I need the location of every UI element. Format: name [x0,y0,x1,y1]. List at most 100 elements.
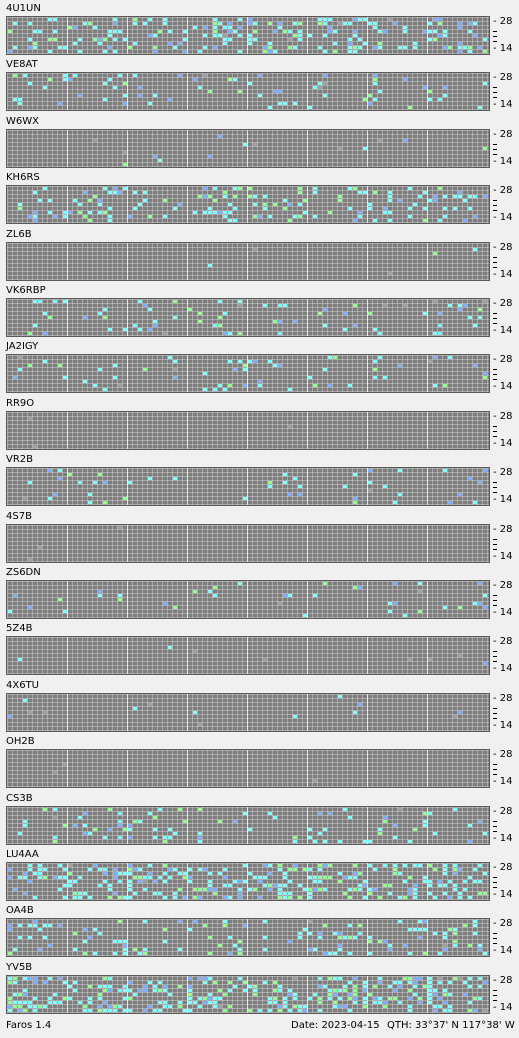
noise-cell [203,74,207,78]
signal-cell [423,920,427,924]
signal-cell [328,356,332,360]
signal-cell [378,356,382,360]
hour-divider [307,919,308,957]
signal-cell [298,884,302,887]
signal-cell [193,920,197,924]
signal-cell [43,868,47,871]
signal-cell [163,880,167,883]
signal-cell [438,98,442,102]
signal-cell [243,384,247,388]
band-label-bottom: - 14 [493,889,513,900]
signal-cell [483,146,487,150]
signal-cell [123,102,127,106]
signal-cell [178,1000,182,1004]
signal-cell [423,876,427,879]
signal-cell [238,360,242,364]
hour-divider [367,411,368,449]
signal-cell [128,880,132,883]
signal-cell [408,888,412,891]
signal-cell [353,219,357,223]
hour-divider [427,17,428,54]
signal-cell [48,50,52,53]
signal-cell [383,864,387,867]
signal-cell [163,835,167,839]
signal-cell [178,807,182,811]
propagation-grid [6,749,490,789]
signal-cell [58,1000,62,1004]
signal-cell [28,82,32,86]
signal-cell [363,880,367,883]
signal-cell [208,263,212,267]
hour-divider [127,17,128,54]
signal-cell [348,896,352,899]
signal-cell [398,896,402,899]
signal-cell [93,384,97,388]
signal-cell [473,1008,477,1012]
signal-cell [443,94,447,98]
signal-cell [393,980,397,984]
signal-cell [353,304,357,307]
signal-cell [263,936,267,940]
signal-cell [283,481,287,485]
signal-cell [53,215,57,219]
signal-cell [8,30,12,33]
signal-cell [238,300,242,303]
signal-cell [318,984,322,988]
signal-cell [128,888,132,891]
signal-cell [483,469,487,473]
signal-cell [433,868,437,871]
signal-cell [68,211,72,215]
signal-cell [378,90,382,94]
signal-cell [328,976,332,980]
signal-cell [398,469,402,473]
signal-cell [48,1000,52,1004]
signal-cell [348,187,352,191]
signal-cell [198,996,202,1000]
signal-cell [418,976,422,980]
hour-divider [247,17,248,54]
signal-cell [258,94,262,98]
signal-cell [243,364,247,368]
signal-cell [443,1008,447,1012]
signal-cell [123,82,127,86]
signal-cell [233,219,237,223]
signal-cell [88,896,92,899]
signal-cell [108,191,112,195]
hour-divider [427,73,428,111]
signal-cell [328,30,332,33]
signal-cell [133,992,137,996]
hour-divider [67,919,68,957]
signal-cell [368,936,372,940]
signal-cell [253,360,257,364]
hour-divider [247,186,248,224]
hour-divider [247,129,248,167]
signal-cell [383,1004,387,1008]
propagation-grid [6,410,490,450]
signal-cell [128,864,132,867]
station-panel: ZS6DN - 28- 14 [0,566,519,622]
signal-cell [278,102,282,106]
signal-cell [73,823,77,827]
signal-cell [238,90,242,94]
signal-cell [343,312,347,315]
signal-cell [328,952,332,956]
signal-cell [253,30,257,33]
signal-cell [428,984,432,988]
signal-cell [483,831,487,835]
signal-cell [268,215,272,219]
signal-cell [288,493,292,497]
signal-cell [368,203,372,207]
signal-cell [118,30,122,33]
signal-cell [33,920,37,924]
signal-cell [258,896,262,899]
signal-cell [23,1000,27,1004]
signal-cell [243,142,247,146]
signal-cell [88,211,92,215]
station-panel: W6WX - 28- 14 [0,115,519,171]
signal-cell [278,332,282,335]
signal-cell [178,42,182,45]
signal-cell [123,944,127,948]
signal-cell [158,988,162,992]
signal-cell [133,22,137,25]
signal-cell [468,195,472,199]
